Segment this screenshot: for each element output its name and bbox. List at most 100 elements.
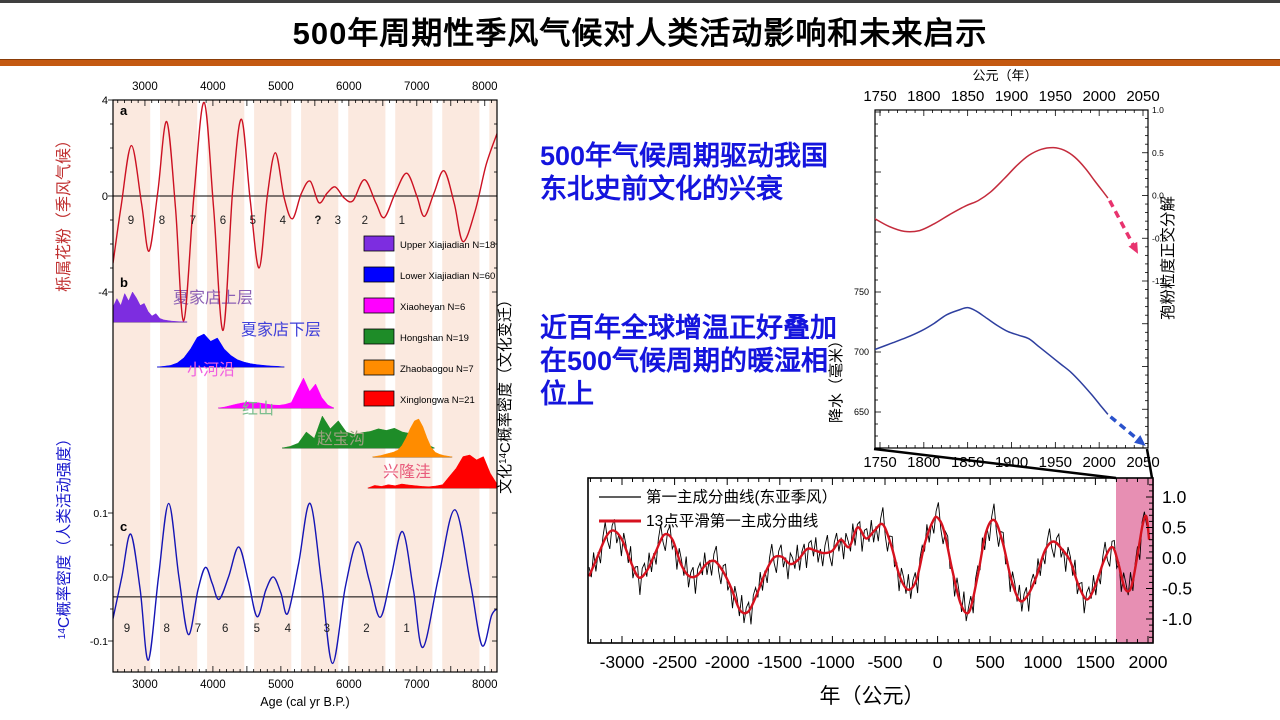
climate-event-number: 4 (280, 215, 287, 227)
legend-label: Hongshan N=19 (400, 333, 469, 344)
climate-event-number: 1 (399, 215, 405, 227)
panel-a-ytick-label: 0 (102, 191, 108, 203)
legend-swatch (363, 297, 395, 314)
pc1-legend-label: 第一主成分曲线(东亚季风） (646, 488, 837, 506)
legend-label: Xiaoheyan N=6 (400, 302, 465, 313)
modern-top-tick-label: 1800 (907, 88, 940, 105)
modern-top-tick-label: 1850 (951, 88, 984, 105)
modern-left-tick-label: 750 (854, 287, 869, 297)
climate-event-number: 7 (190, 215, 196, 227)
stripe-band (489, 100, 497, 672)
culture-hist-xinglongwa (367, 454, 497, 489)
activity-event-number: 2 (363, 623, 369, 635)
pc1-y-tick-label: 0.5 (1162, 518, 1186, 538)
climate-event-number: 9 (128, 215, 134, 227)
left-bottom-tick-label: 3000 (132, 679, 158, 691)
climate-event-number: ? (314, 215, 321, 227)
climate-event-number: 3 (335, 215, 341, 227)
climate-event-number: 8 (159, 215, 165, 227)
activity-event-number: 1 (403, 623, 409, 635)
left-top-tick-label: 7000 (404, 81, 430, 93)
modern-left-tick-label: 700 (854, 347, 869, 357)
legend-label: Upper Xiajiadian N=18 (400, 240, 495, 251)
stripe-band (442, 100, 480, 672)
pc1-x-tick-label: -1500 (757, 652, 802, 672)
callout-line-left (873, 447, 1117, 480)
modern-top-tick-label: 1900 (995, 88, 1028, 105)
legend-swatch (363, 266, 395, 283)
left-figure-box (112, 99, 498, 673)
pc1-x-tick-label: -2500 (652, 652, 697, 672)
modern-bottom-tick-label: 2050 (1126, 454, 1159, 471)
legend-swatch (363, 235, 395, 252)
pc1-y-tick-label: 0.0 (1162, 548, 1187, 568)
panel-a-axis-title: 栎属花粉（季风气候） (55, 132, 73, 292)
panel-a-ytick-label: 4 (102, 95, 108, 107)
modern-left-tick-label: 650 (854, 407, 869, 417)
pc1-x-axis-title: 年（公元） (820, 685, 925, 708)
title-divider (0, 59, 1280, 66)
pc1-x-tick-label: 2000 (1129, 652, 1168, 672)
culture-label-hongshan: 红山 (242, 400, 274, 418)
culture-label-xiaoheyan: 小河沿 (187, 361, 235, 379)
left-top-tick-label: 5000 (268, 81, 294, 93)
pc1-y-tick-label: -1.0 (1162, 609, 1192, 629)
left-bottom-tick-label: 6000 (336, 679, 362, 691)
left-bottom-tick-label: 4000 (200, 679, 226, 691)
modern-right-tick-label: 0.0 (1152, 191, 1164, 201)
modern-bottom-tick-label: 1950 (1039, 454, 1072, 471)
modern-top-axis-title: 公元（年） (972, 68, 1037, 83)
left-x-axis-title: Age (cal yr B.P.) (260, 695, 349, 709)
culture-label-zhaobaogou: 赵宝沟 (317, 430, 365, 448)
modern-top-tick-label: 1750 (863, 88, 896, 105)
stripe-band (254, 100, 292, 672)
panel-a-tag: a (120, 103, 128, 118)
modern-right-tick-label: -0.5 (1152, 233, 1167, 243)
legend-label: Zhaobaogou N=7 (400, 364, 474, 375)
modern-arrow-precipitation (1109, 415, 1141, 443)
legend-label: Lower Xiajiadian N=60 (400, 271, 495, 282)
culture-hist-lower-xiajiadian (157, 333, 285, 368)
left-top-tick-label: 3000 (132, 81, 158, 93)
culture-hist-xiaoheyan (218, 377, 335, 409)
culture-hist-upper-xiajiadian (113, 291, 188, 323)
modern-right-tick-label: 0.5 (1152, 148, 1164, 158)
panel-b-axis-title: 文化14C概率密度（文化变迁） (497, 292, 514, 494)
legend-label: Xinglongwa N=21 (400, 395, 475, 406)
climate-event-number: 2 (362, 215, 368, 227)
pc1-x-tick-label: 0 (933, 652, 943, 672)
activity-event-number: 3 (324, 623, 330, 635)
activity-event-number: 4 (285, 623, 292, 635)
culture-label-lower-xiajiadian: 夏家店下层 (241, 321, 321, 339)
modern-chart-box (874, 109, 1149, 449)
modern-left-axis-title: 降水（毫米） (827, 333, 845, 423)
modern-top-tick-label: 1950 (1039, 88, 1072, 105)
pc1-highlight-region (1116, 478, 1154, 643)
modern-top-tick-label: 2000 (1082, 88, 1115, 105)
pc1-smooth-curve (588, 514, 1151, 615)
activity-event-number: 6 (222, 623, 228, 635)
modern-series-precipitation (875, 306, 1109, 415)
modern-series-pollen-orthogonal (875, 146, 1109, 233)
callout-line-right (1145, 448, 1154, 479)
stripe-band (348, 100, 386, 672)
activity-event-number: 7 (195, 623, 201, 635)
legend-swatch (363, 359, 395, 376)
annotation-warming-overlap: 近百年全球增温正好叠加在500气候周期的暖湿相位上 (540, 313, 837, 409)
activity-event-number: 9 (124, 623, 130, 635)
modern-right-tick-label: 1.0 (1152, 105, 1164, 115)
panel-c-ytick-label: 0.1 (93, 508, 108, 520)
modern-right-axis-title: 孢粉粒度正交分解 (1159, 196, 1177, 320)
modern-top-tick-label: 2050 (1126, 88, 1159, 105)
legend-swatch (363, 390, 395, 407)
activity-event-number: 5 (254, 623, 260, 635)
pc1-x-tick-label: 500 (976, 652, 1005, 672)
left-top-tick-label: 4000 (200, 81, 226, 93)
pc1-legend-label: 13点平滑第一主成分曲线 (646, 512, 818, 530)
pc1-x-tick-label: 1500 (1076, 652, 1115, 672)
pc1-y-tick-label: 1.0 (1162, 487, 1187, 507)
left-top-tick-label: 8000 (472, 81, 498, 93)
panel-c-axis-title: 14C概率密度（人类活动强度） (55, 431, 73, 639)
culture-label-upper-xiajiadian: 夏家店上层 (173, 289, 253, 307)
